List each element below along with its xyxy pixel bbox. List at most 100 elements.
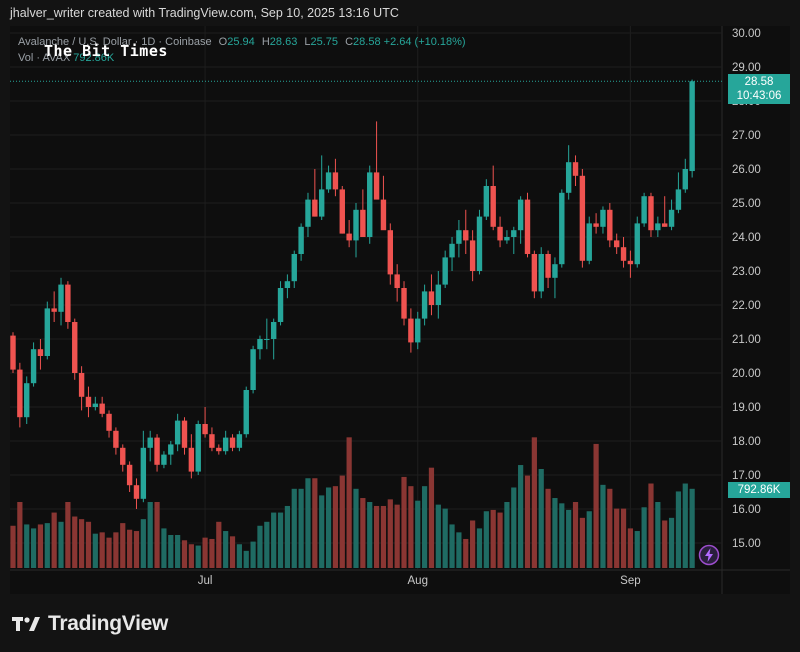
volume-bar xyxy=(675,491,682,568)
volume-bar xyxy=(538,469,544,568)
y-tick-label: 15.00 xyxy=(732,538,761,550)
volume-bar xyxy=(531,437,537,568)
low-label: L xyxy=(304,36,311,48)
tradingview-logo-icon xyxy=(12,617,40,631)
volume-bar xyxy=(442,508,448,568)
volume-bar xyxy=(380,505,387,568)
y-tick-label: 18.00 xyxy=(732,436,761,448)
volume-bar xyxy=(209,538,215,568)
volume-bar xyxy=(408,486,414,568)
candle-body xyxy=(579,175,586,261)
y-tick-label: 26.00 xyxy=(732,164,761,176)
volume-label: Vol · AVAX xyxy=(18,52,71,64)
volume-bar xyxy=(655,502,661,568)
watermark-text: The Bit Times xyxy=(44,42,168,60)
volume-bar xyxy=(85,521,92,568)
tradingview-branding[interactable]: TradingView xyxy=(12,610,168,638)
candle-body xyxy=(24,383,30,418)
candle-body xyxy=(236,434,243,448)
candle-body xyxy=(147,437,153,448)
candle-body xyxy=(229,437,236,448)
candle-body xyxy=(613,240,620,248)
candle-body xyxy=(17,369,23,418)
volume-bar xyxy=(154,502,160,568)
candle-body xyxy=(120,447,126,465)
candle-body xyxy=(689,81,695,172)
candle-body xyxy=(511,230,517,237)
volume-bar xyxy=(668,517,675,568)
candle-body xyxy=(463,230,469,241)
volume-bar xyxy=(140,519,146,568)
candle-body xyxy=(284,281,291,288)
candle-body xyxy=(682,169,688,190)
volume-bar xyxy=(284,505,290,568)
chart-caption: jhalver_writer created with TradingView.… xyxy=(10,6,399,20)
volume-bar xyxy=(579,517,585,568)
candle-body xyxy=(277,288,284,322)
volume-bar xyxy=(271,512,277,568)
close-label: C xyxy=(345,36,354,48)
volume-bar xyxy=(545,488,551,568)
candle-body xyxy=(421,291,428,319)
volume-bar xyxy=(394,504,400,568)
volume-bar xyxy=(99,532,105,568)
volume-bar xyxy=(312,478,318,568)
volume-bar xyxy=(593,443,599,568)
candlestick-chart[interactable]: 15.00 16.00 17.00 18.00 19.00 20.00 21.00 22.00… xyxy=(10,26,790,594)
candle-body xyxy=(37,349,44,356)
candle-body xyxy=(72,322,78,373)
volume-bar xyxy=(195,545,201,568)
volume-bar xyxy=(600,484,606,568)
volume-bar xyxy=(586,511,592,568)
candle-body xyxy=(483,186,490,217)
x-tick-label: Jul xyxy=(198,575,213,587)
volume-bar xyxy=(37,524,44,568)
candle-body xyxy=(216,447,222,452)
candle-body xyxy=(78,373,85,397)
candle-body xyxy=(85,396,92,407)
candle-body xyxy=(168,444,174,455)
candle-body xyxy=(51,308,57,312)
candle-body xyxy=(565,162,572,193)
last-price-tag: 28.58 10:43:06 xyxy=(728,74,790,104)
volume-bar xyxy=(181,540,188,568)
volume-bar xyxy=(319,495,325,568)
y-tick-label: 17.00 xyxy=(732,470,761,482)
y-tick-label: 19.00 xyxy=(732,402,761,414)
candle-body xyxy=(113,430,119,448)
candle-body xyxy=(545,254,551,278)
x-tick-label: Sep xyxy=(620,575,640,587)
change-value: +2.64 (+10.18%) xyxy=(383,36,466,48)
candle-body xyxy=(401,288,407,319)
volume-bar xyxy=(291,488,297,568)
volume-bar xyxy=(188,544,194,568)
volume-bar xyxy=(524,475,531,568)
candle-body xyxy=(99,403,105,414)
candle-body xyxy=(181,420,188,448)
volume-bar xyxy=(161,528,167,568)
chart-legend-volume: Vol · AVAX 792.86K xyxy=(18,52,114,64)
lightning-icon[interactable] xyxy=(698,544,720,566)
volume-bar xyxy=(682,483,688,568)
candle-body xyxy=(44,308,50,356)
volume-bar xyxy=(106,537,112,568)
volume-bar xyxy=(572,502,579,568)
chart-pane[interactable]: 15.00 16.00 17.00 18.00 19.00 20.00 21.00 22.00… xyxy=(10,26,790,594)
symbol-label[interactable]: Avalanche / U.S. Dollar · 1D · Coinbase xyxy=(18,36,212,48)
high-label: H xyxy=(261,36,270,48)
candle-body xyxy=(30,349,37,384)
last-price-value: 28.58 xyxy=(744,76,774,88)
volume-bar xyxy=(620,508,627,568)
volume-bar xyxy=(58,521,64,568)
candle-body xyxy=(257,339,263,350)
x-tick-label: Aug xyxy=(408,575,428,587)
volume-bar xyxy=(236,544,242,568)
candle-body xyxy=(668,209,675,227)
y-tick-label: 27.00 xyxy=(732,130,761,142)
volume-bar xyxy=(305,478,311,568)
volume-bar xyxy=(332,486,339,568)
candle-body xyxy=(559,192,565,265)
volume-bar xyxy=(614,508,620,568)
volume-bar xyxy=(607,488,613,568)
candle-body xyxy=(415,318,421,343)
